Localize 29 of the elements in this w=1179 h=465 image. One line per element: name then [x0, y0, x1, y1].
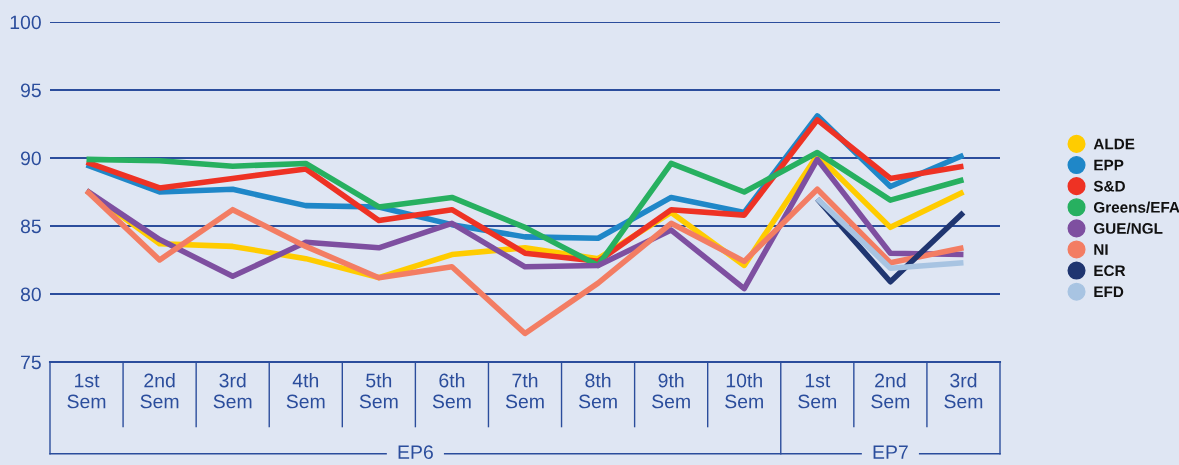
x-tick-label: 10th Sem	[725, 373, 763, 409]
x-tick-label: 1st Sem	[67, 373, 106, 409]
legend-label: EFD	[1094, 286, 1124, 298]
y-tick-label: 85	[20, 219, 41, 234]
legend-label: GUE/NGL	[1093, 222, 1163, 235]
y-tick-label: 90	[20, 151, 41, 166]
y-tick-label: 95	[20, 83, 41, 98]
legend-label: S&D	[1093, 180, 1125, 192]
x-tick-label: 1st Sem	[798, 373, 837, 409]
x-tick-label: 3rd Sem	[944, 373, 983, 409]
x-tick-label: 9th Sem	[652, 373, 690, 409]
y-tick-label: 80	[20, 287, 41, 302]
x-tick-label: 7th Sem	[505, 373, 544, 409]
x-tick-label: 3rd Sem	[213, 373, 252, 409]
legend-label: ALDE	[1093, 138, 1135, 150]
x-tick-label: 4th Sem	[286, 373, 325, 409]
legend-label: EPP	[1094, 159, 1124, 171]
text: EP7	[873, 445, 908, 459]
x-tick-label: 2nd Sem	[140, 373, 179, 409]
legend-label: Greens/EFA	[1093, 201, 1179, 213]
x-tick-label: 5th Sem	[359, 373, 398, 409]
x-tick-label: 8th Sem	[578, 373, 617, 409]
text: EP6	[398, 445, 433, 460]
x-tick-label: 2nd Sem	[871, 373, 910, 409]
x-tick-label: 6th Sem	[432, 373, 471, 409]
legend-label: ECR	[1094, 265, 1126, 277]
y-tick-label: 100	[10, 15, 41, 30]
y-tick-label: 75	[21, 355, 41, 370]
legend-label: NI	[1094, 244, 1108, 255]
